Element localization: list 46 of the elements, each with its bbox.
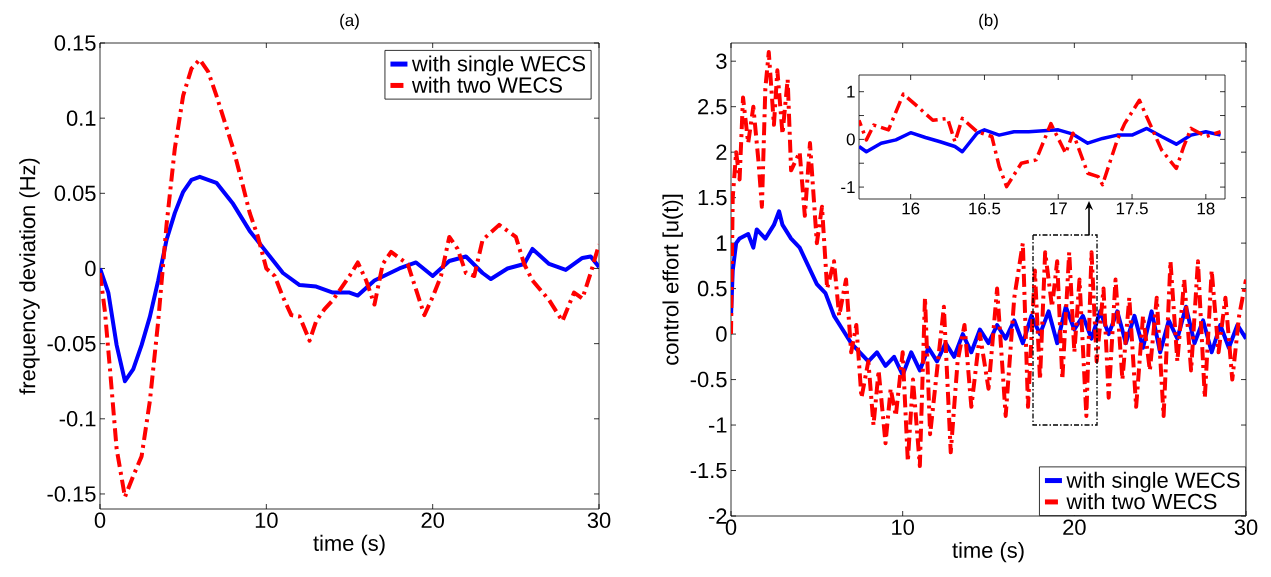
chart-title: (a) (340, 13, 359, 30)
legend-label: with single WECS (411, 55, 586, 76)
y-tick-label: -2 (708, 508, 727, 524)
y-tick-label: 0.1 (66, 110, 96, 126)
y-tick-label: 3 (716, 53, 727, 69)
y-tick-label: 1 (847, 85, 855, 98)
line-series (859, 126, 1223, 154)
line-series (100, 57, 600, 499)
y-tick-label: 0 (85, 260, 96, 277)
x-tick-label: 18 (1197, 202, 1215, 215)
x-axis-title: time (s) (952, 541, 1024, 563)
x-axis-title: time (s) (313, 534, 385, 556)
y-tick-label: -0.5 (690, 371, 727, 388)
y-tick-label: -1.5 (690, 462, 727, 479)
y-tick-label: -1 (708, 417, 727, 433)
y-tick-label: 0.05 (54, 185, 96, 202)
x-tick-label: 10 (255, 512, 278, 529)
y-tick-label: 0 (716, 326, 727, 342)
y-axis-title: frequency deviation (Hz) (19, 158, 40, 395)
legend-label: with two WECS (1066, 493, 1217, 510)
legend-label: with two WECS (411, 76, 562, 93)
y-tick-label: -0.05 (47, 335, 96, 352)
y-tick-label: 2.5 (698, 98, 727, 115)
y-tick-label: -0.15 (47, 486, 96, 502)
y-tick-label: 1.5 (698, 189, 727, 206)
x-tick-label: 17 (1050, 202, 1067, 215)
y-tick-label: 1 (716, 235, 727, 251)
x-tick-label: 20 (421, 512, 444, 529)
chart-title: (b) (979, 13, 998, 30)
x-tick-label: 30 (587, 512, 611, 529)
y-axis-title: control effort [u(t)] (662, 194, 683, 365)
y-tick-label: 0.15 (54, 35, 96, 51)
y-tick-label: 2 (716, 144, 727, 160)
y-tick-label: -0.1 (59, 411, 96, 427)
x-tick-label: 16 (902, 202, 920, 215)
line-series (100, 174, 600, 384)
y-tick-label: 0 (846, 133, 855, 146)
x-tick-label: 30 (1234, 519, 1258, 536)
legend-label: with single WECS (1066, 471, 1240, 493)
x-tick-label: 16.5 (969, 202, 1001, 215)
line-series (731, 50, 1247, 468)
y-tick-label: -1 (841, 181, 855, 193)
x-tick-label: 10 (892, 519, 914, 536)
y-tick-label: 0.5 (697, 280, 727, 297)
x-tick-label: 20 (1063, 519, 1086, 536)
x-tick-label: 17.5 (1116, 202, 1148, 215)
